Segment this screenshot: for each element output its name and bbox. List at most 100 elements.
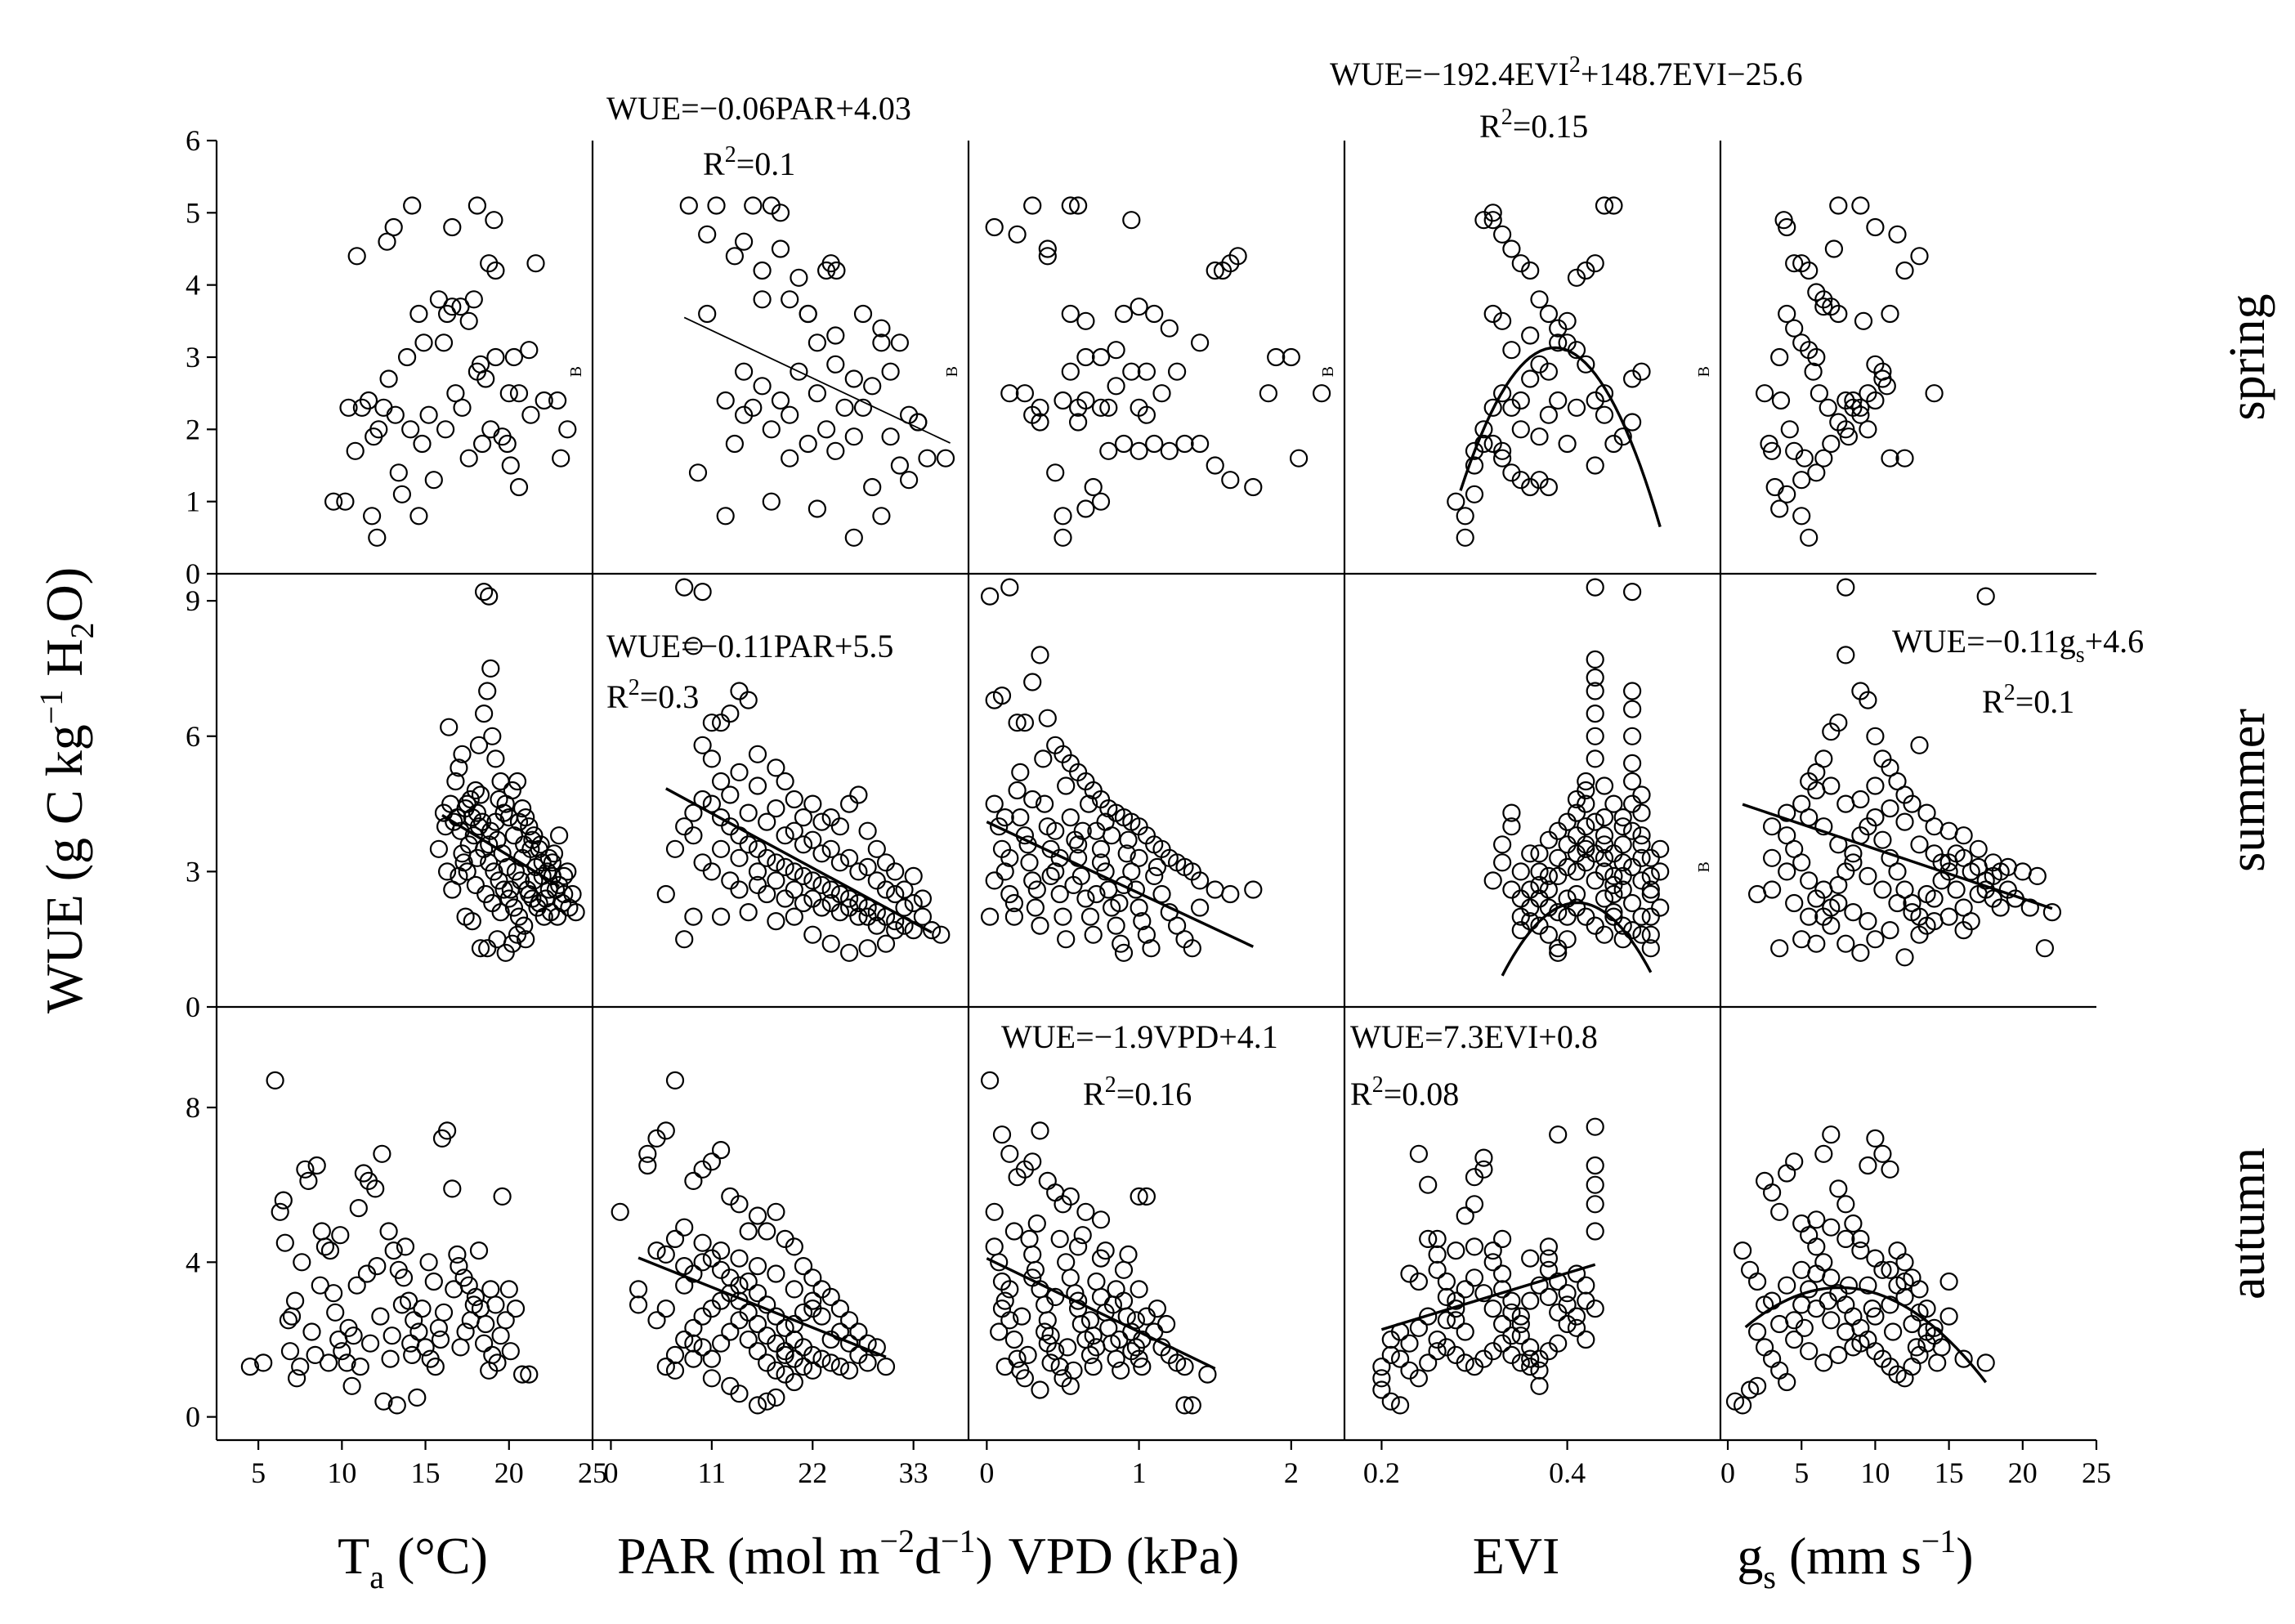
- data-point: [1895, 812, 1914, 831]
- data-point: [1054, 391, 1072, 410]
- data-point: [1312, 384, 1331, 403]
- data-point: [922, 920, 942, 940]
- data-point: [1000, 578, 1019, 597]
- data-point: [748, 862, 767, 881]
- data-point: [767, 1202, 785, 1221]
- data-point: [1866, 1307, 1885, 1326]
- data-point: [398, 347, 417, 367]
- data-point: [1954, 1349, 1973, 1368]
- data-point: [909, 413, 928, 432]
- data-point: [1419, 1175, 1438, 1194]
- data-point: [366, 1179, 385, 1198]
- r-squared-label: R2=0.1: [1982, 680, 2074, 720]
- data-point: [1763, 1349, 1782, 1368]
- data-point: [1000, 384, 1019, 403]
- season-label: autumn: [2220, 1148, 2275, 1300]
- data-point: [721, 785, 740, 804]
- data-point: [1785, 319, 1804, 338]
- data-point: [1465, 485, 1484, 503]
- data-point: [1824, 239, 1843, 258]
- data-point: [1419, 1229, 1438, 1249]
- data-point: [890, 456, 910, 475]
- data-point: [767, 1361, 785, 1380]
- data-point: [1511, 1307, 1530, 1326]
- data-point: [1734, 1396, 1752, 1415]
- data-point: [1061, 1268, 1080, 1287]
- data-point: [1969, 839, 1988, 858]
- data-point: [1632, 362, 1651, 381]
- data-point: [1152, 384, 1171, 403]
- data-point: [693, 582, 712, 602]
- data-point: [1991, 898, 2010, 917]
- data-point: [1577, 261, 1595, 280]
- data-point: [1785, 893, 1804, 913]
- data-point: [839, 889, 859, 908]
- y-tick-label: 9: [186, 584, 200, 617]
- data-point: [1622, 700, 1642, 718]
- data-point: [1549, 1272, 1568, 1291]
- data-point: [1748, 1272, 1767, 1291]
- data-point: [1483, 1299, 1502, 1318]
- data-point: [471, 785, 490, 804]
- data-point: [392, 485, 411, 503]
- data-point: [1577, 1276, 1595, 1295]
- data-point: [1903, 893, 1921, 913]
- data-point: [1549, 1303, 1568, 1322]
- data-point: [1604, 196, 1623, 215]
- data-point: [1465, 456, 1484, 475]
- data-point: [1160, 319, 1179, 338]
- data-point: [1829, 196, 1848, 215]
- data-point: [1877, 377, 1896, 396]
- data-point: [863, 377, 882, 396]
- data-point: [266, 1071, 284, 1090]
- data-point: [1502, 817, 1521, 836]
- data-point: [1114, 1291, 1134, 1310]
- data-point: [1595, 889, 1614, 908]
- data-point: [464, 826, 483, 845]
- data-point: [1502, 239, 1521, 258]
- regression-equation: WUE=−192.4EVI2+148.7EVI−25.6: [1330, 52, 1803, 92]
- data-point: [461, 1311, 480, 1330]
- data-point: [1456, 507, 1474, 526]
- data-point: [886, 920, 905, 940]
- data-point: [466, 781, 485, 800]
- data-point: [781, 290, 799, 309]
- data-point: [1114, 943, 1134, 962]
- data-point: [1844, 1307, 1863, 1326]
- data-point: [1061, 196, 1080, 215]
- data-point: [1903, 1314, 1921, 1334]
- data-point: [1152, 884, 1171, 904]
- data-point: [1061, 1187, 1080, 1206]
- data-point: [437, 862, 457, 881]
- data-point: [1206, 880, 1224, 899]
- data-point: [1091, 853, 1111, 872]
- data-point: [1437, 1311, 1456, 1330]
- data-point: [1031, 916, 1049, 935]
- data-point: [1770, 1361, 1789, 1380]
- data-point: [480, 835, 499, 854]
- axis-labels: WUE (g C kg−1 H2O) Ta (°C) PAR (mol m−2d−1…: [33, 294, 2275, 1596]
- y-tick-label: 2: [186, 413, 200, 445]
- data-point: [1031, 1380, 1049, 1399]
- data-point: [471, 355, 490, 374]
- data-point: [346, 441, 365, 460]
- data-point: [1844, 844, 1863, 863]
- data-point: [904, 866, 923, 886]
- data-point: [409, 507, 428, 526]
- data-point: [1026, 898, 1045, 917]
- data-point: [1822, 434, 1841, 454]
- data-point: [1511, 1326, 1530, 1345]
- data-point: [1895, 1272, 1914, 1291]
- data-point: [803, 830, 822, 849]
- data-point: [1539, 405, 1559, 424]
- data-point: [849, 893, 868, 913]
- data-point: [517, 930, 535, 949]
- data-point: [280, 1342, 300, 1361]
- data-point: [826, 355, 845, 374]
- data-point: [419, 405, 438, 424]
- data-point: [853, 398, 873, 417]
- data-point: [1632, 848, 1651, 867]
- data-point: [771, 204, 790, 222]
- data-point: [1372, 1357, 1391, 1376]
- data-point: [1492, 449, 1512, 468]
